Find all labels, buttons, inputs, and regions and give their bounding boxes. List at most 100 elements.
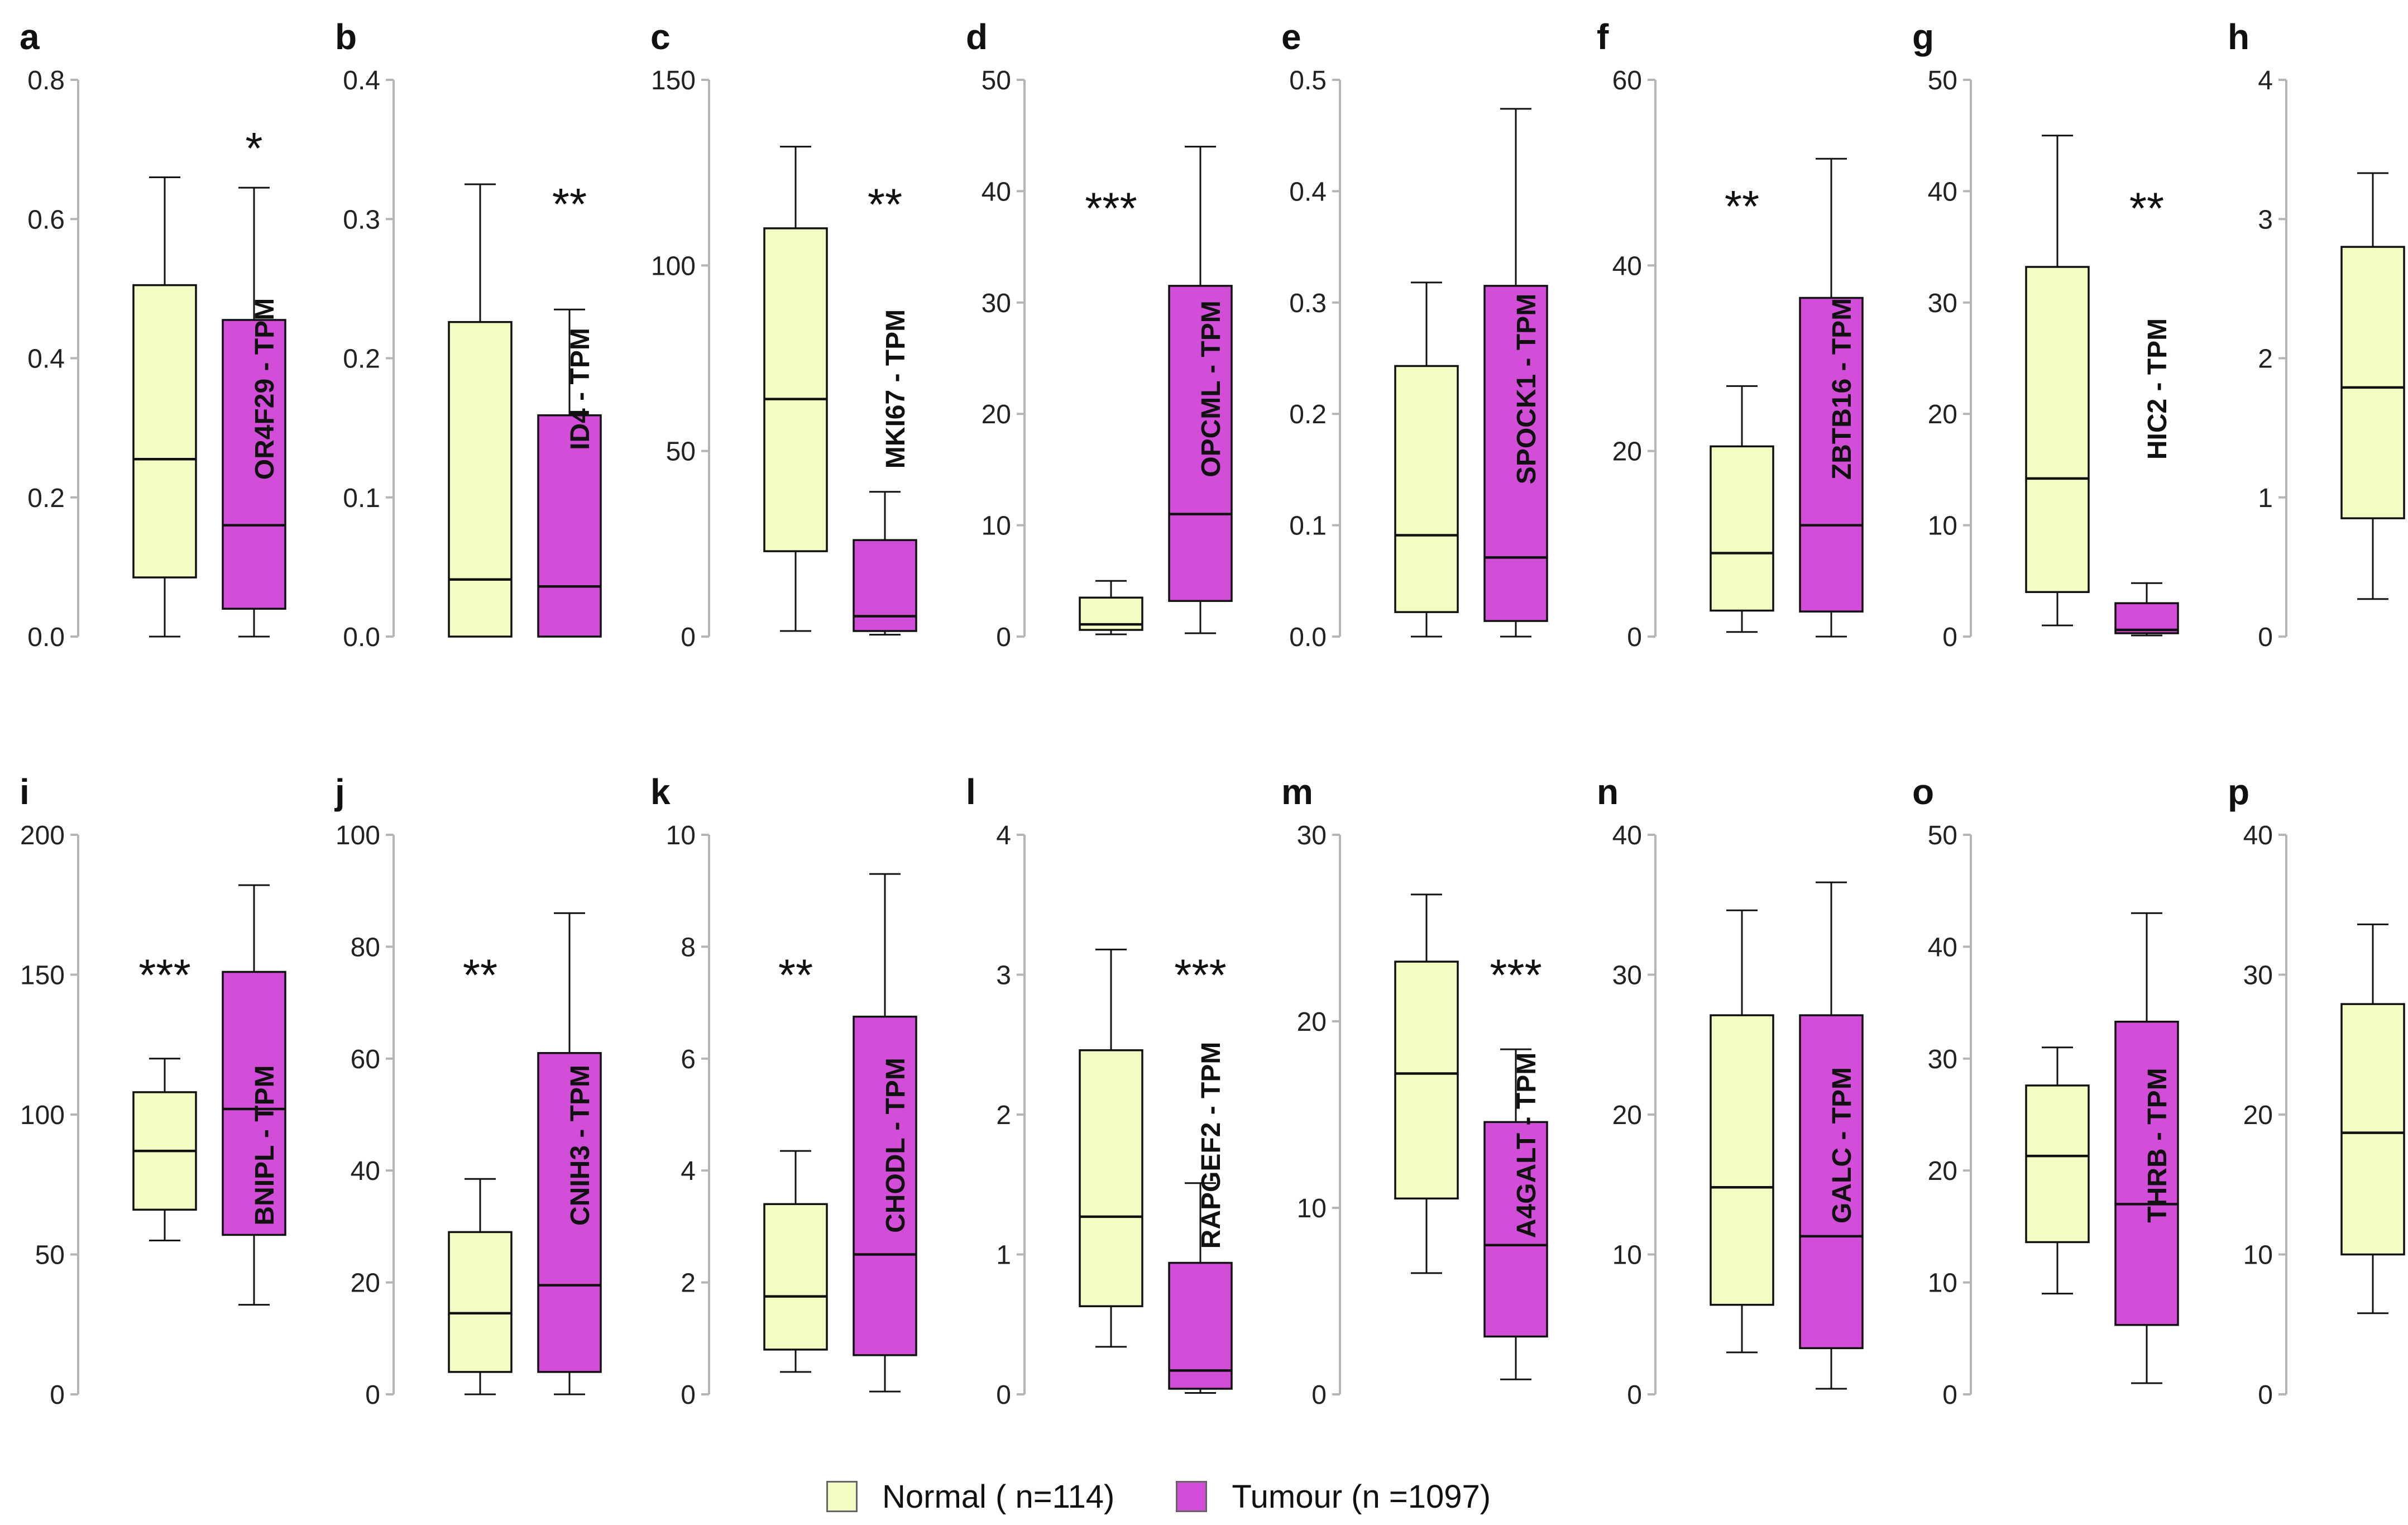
y-tick-label: 10 xyxy=(2243,1241,2273,1270)
tumour-box xyxy=(1799,1014,1864,1350)
y-tick-label: 30 xyxy=(1928,289,1957,318)
panel-letter: c xyxy=(650,17,671,57)
panel-k: k 0 2 4 6 8 10 CNIH3 - TPM ** xyxy=(566,772,917,1410)
y-axis-title: GALC - TPM xyxy=(1827,1067,1857,1223)
y-tick-label: 30 xyxy=(982,289,1011,318)
y-tick-label: 0 xyxy=(1942,1380,1957,1410)
panel-f: f 0 20 40 60 SPOCK1 - TPM ** xyxy=(1512,17,1864,652)
y-axis-title: OPCML - TPM xyxy=(1196,300,1226,477)
normal-box xyxy=(448,321,513,638)
panel-j: j 0 20 40 60 80 100 BNIPL - TPM ** xyxy=(250,772,602,1410)
panel-letter: k xyxy=(650,772,671,812)
y-tick-label: 150 xyxy=(20,961,65,991)
y-tick-label: 3 xyxy=(2258,205,2273,235)
tumour-box xyxy=(1799,297,1864,613)
y-tick-label: 1 xyxy=(996,1241,1011,1270)
y-tick-label: 0.0 xyxy=(343,623,380,652)
y-axis-title: THRB - TPM xyxy=(2143,1068,2172,1222)
y-tick-label: 10 xyxy=(1928,1269,1957,1298)
y-tick-label: 100 xyxy=(651,251,696,281)
tumour-box xyxy=(222,971,286,1236)
tumour-box xyxy=(1168,285,1233,602)
tumour-box xyxy=(537,1052,602,1373)
significance-marker: *** xyxy=(138,950,190,1000)
normal-box xyxy=(763,227,828,552)
normal-box xyxy=(2025,266,2090,593)
significance-marker: ** xyxy=(552,179,587,229)
y-tick-label: 2 xyxy=(996,1101,1011,1130)
y-tick-label: 0 xyxy=(365,1380,380,1410)
y-tick-label: 0.4 xyxy=(27,345,65,374)
tumour-box xyxy=(537,414,602,638)
panels-group: a0.00.20.40.60.8CCDC181 - TPM*b0.00.10.2… xyxy=(20,17,2405,1410)
panel-letter: g xyxy=(1912,17,1934,57)
tumour-box xyxy=(2114,1020,2179,1326)
panel-letter: n xyxy=(1597,772,1619,812)
y-tick-label: 20 xyxy=(1612,1101,1642,1130)
y-tick-label: 150 xyxy=(651,66,696,95)
panel-letter: l xyxy=(966,772,976,812)
y-tick-label: 40 xyxy=(351,1156,380,1186)
significance-marker: *** xyxy=(1490,950,1541,1000)
y-axis-title: BNIPL - TPM xyxy=(250,1065,280,1225)
y-tick-label: 0 xyxy=(2258,623,2273,652)
y-tick-label: 100 xyxy=(20,1101,65,1130)
panel-l: l 0 1 2 3 4 CHODL - TPM *** xyxy=(881,772,1233,1410)
y-tick-label: 50 xyxy=(666,437,696,467)
panel-letter: i xyxy=(20,772,30,812)
normal-box xyxy=(1710,1014,1774,1306)
panel-letter: f xyxy=(1597,17,1609,57)
y-tick-label: 20 xyxy=(1928,1156,1957,1186)
tumour-box xyxy=(1483,285,1548,622)
y-tick-label: 0.3 xyxy=(1289,289,1327,318)
y-tick-label: 4 xyxy=(996,821,1011,850)
y-tick-label: 0 xyxy=(1942,623,1957,652)
panel-e: e 0.0 0.1 0.2 0.3 0.4 0.5 OPCML - TPM xyxy=(1196,17,1548,652)
y-axis-title: SPOCK1 - TPM xyxy=(1512,294,1541,484)
y-tick-label: 40 xyxy=(982,177,1011,207)
tumour-box xyxy=(1483,1121,1548,1338)
y-tick-label: 30 xyxy=(2243,961,2273,991)
significance-marker: * xyxy=(245,123,262,173)
y-tick-label: 8 xyxy=(681,933,696,962)
significance-marker: ** xyxy=(868,180,902,230)
panel-letter: j xyxy=(334,772,345,812)
y-axis-title: CHODL - TPM xyxy=(881,1058,911,1233)
y-tick-label: 0.0 xyxy=(27,623,65,652)
y-tick-label: 2 xyxy=(2258,345,2273,374)
tumour-box xyxy=(853,1015,917,1356)
y-axis-title: ZBTB16 - TPM xyxy=(1827,298,1857,480)
y-tick-label: 0.8 xyxy=(27,66,65,95)
y-tick-label: 0 xyxy=(50,1380,65,1410)
y-tick-label: 30 xyxy=(1612,961,1642,991)
y-tick-label: 0 xyxy=(1627,623,1642,652)
panel-c: c 0 50 100 150 ID4 - TPM ** xyxy=(566,17,917,652)
y-tick-label: 50 xyxy=(982,66,1011,95)
legend-item-normal: Normal ( n=114) xyxy=(826,1478,1114,1516)
y-tick-label: 0.0 xyxy=(1289,623,1327,652)
y-tick-label: 1 xyxy=(2258,484,2273,513)
y-tick-label: 20 xyxy=(982,400,1011,429)
y-tick-label: 100 xyxy=(336,821,380,850)
y-tick-label: 3 xyxy=(996,961,1011,991)
y-tick-label: 0.6 xyxy=(27,205,65,235)
y-tick-label: 20 xyxy=(1612,437,1642,467)
y-axis-title: A4GALT - TPM xyxy=(1512,1053,1541,1238)
y-tick-label: 10 xyxy=(982,511,1011,541)
legend-label-tumour: Tumour (n =1097) xyxy=(1232,1478,1491,1515)
y-tick-label: 6 xyxy=(681,1045,696,1074)
y-tick-label: 40 xyxy=(2243,821,2273,850)
panel-n: n 0 10 20 30 40 A4GALT - TPM xyxy=(1512,772,1864,1410)
y-tick-label: 10 xyxy=(1297,1194,1327,1223)
y-tick-label: 60 xyxy=(1612,66,1642,95)
y-tick-label: 10 xyxy=(1928,511,1957,541)
panel-letter: m xyxy=(1281,772,1313,812)
legend: Normal ( n=114) Tumour (n =1097) xyxy=(826,1474,1491,1519)
normal-box xyxy=(448,1231,513,1373)
normal-box xyxy=(1394,365,1459,613)
panel-letter: p xyxy=(2228,772,2249,812)
panel-letter: h xyxy=(2228,17,2249,57)
panel-i: i050100150200TXNL1 - TPM*** xyxy=(20,772,286,1410)
